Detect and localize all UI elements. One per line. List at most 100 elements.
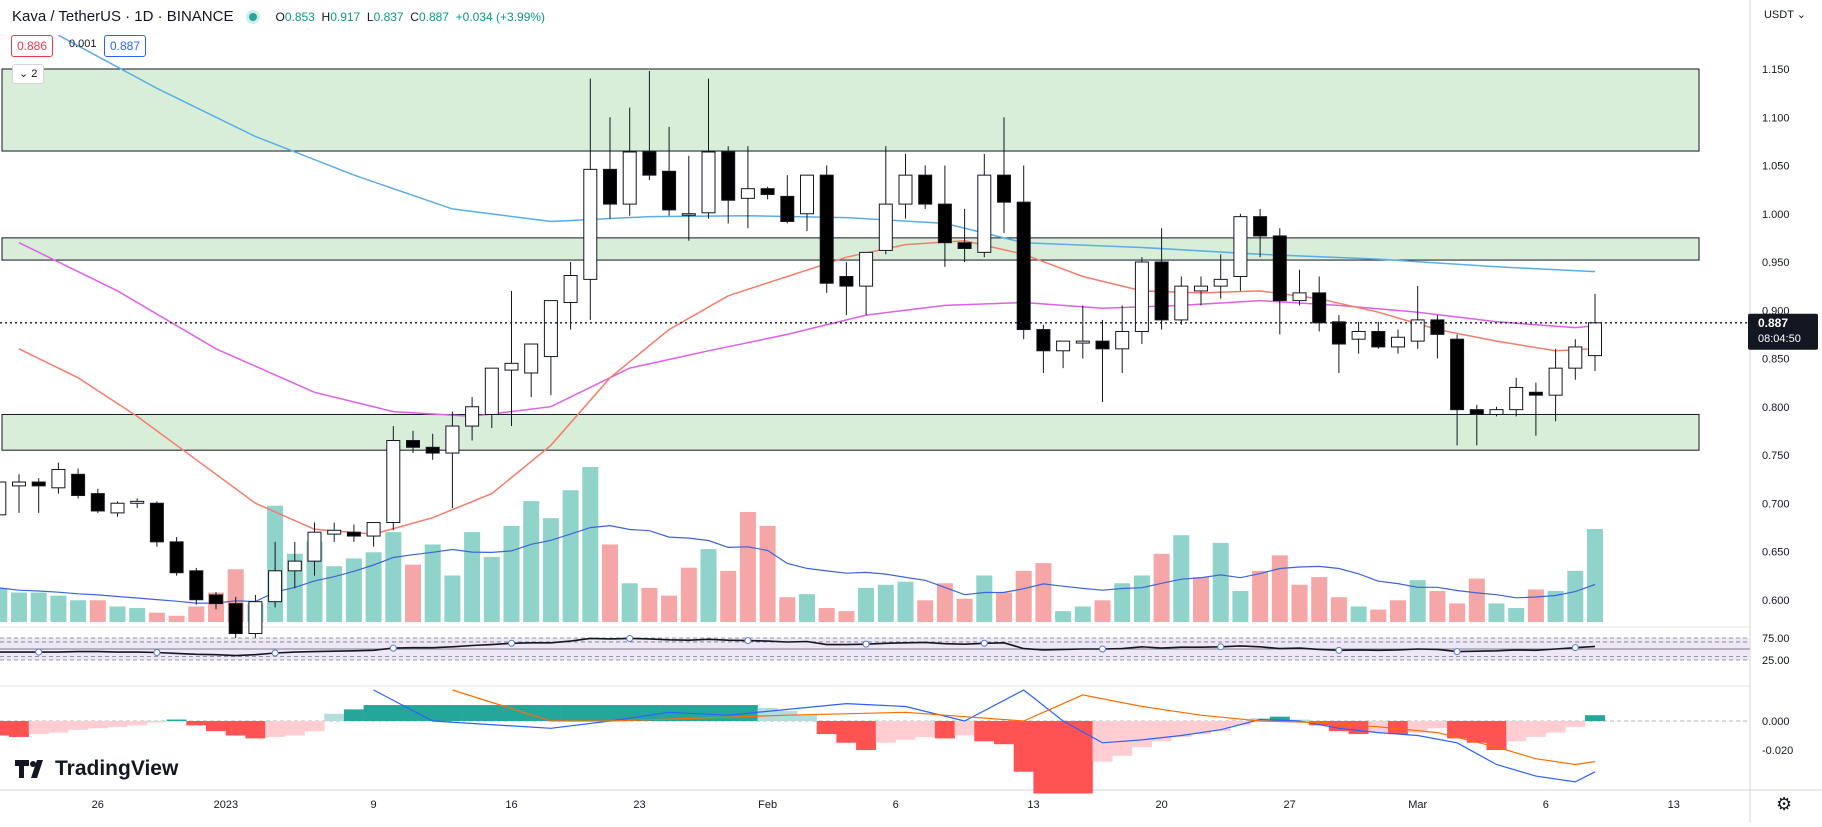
candle-down [1036,329,1051,352]
rsi-line [0,637,1596,657]
symbol-title[interactable]: Kava / TetherUS · 1D · BINANCE [12,8,234,25]
macd-histogram-bar [521,705,542,721]
currency-menu[interactable]: USDT ⌄ [1764,8,1806,21]
volume-bar [1212,542,1229,622]
volume-bar [1232,591,1249,622]
symbol-header[interactable]: Kava / TetherUS · 1D · BINANCE O0.853 H0… [12,8,545,25]
macd-histogram-bar [954,721,975,736]
candle-up [583,168,598,280]
volume-bar [1153,553,1170,622]
sell-button[interactable]: 0.886 [11,35,54,57]
volume-bar [1330,597,1347,622]
macd-histogram-bar [1131,721,1152,748]
high-value: 0.917 [330,9,361,24]
candle-down [406,440,420,448]
candle-up [484,367,499,415]
volume-bar [1567,570,1584,622]
candle-up [1588,322,1602,357]
candle-down [957,242,972,249]
macd-histogram-bar [284,721,305,736]
volume-bar [50,595,67,622]
time-tick-label: 27 [1284,799,1296,811]
volume-bar [1488,603,1505,622]
candle-up [287,560,302,572]
candle-down [780,195,795,222]
macd-histogram-bar [1466,721,1487,743]
volume-bar [365,552,382,622]
rsi-marker [862,640,870,648]
candle-up [1115,330,1130,350]
time-tick-label: 6 [1543,799,1549,811]
tradingview-icon [15,760,43,778]
rsi-marker [980,639,988,647]
market-open-icon [249,12,258,21]
volume-bar [779,597,796,622]
macd-histogram-bar [9,721,29,737]
volume-bar [1291,584,1308,622]
macd-histogram-bar [1092,721,1113,762]
macd-histogram-bar [1427,721,1448,729]
zone-rect [1,413,1700,451]
gear-icon[interactable]: ⚙ [1776,794,1793,814]
macd-histogram-bar [1328,721,1349,732]
volume-bar [1429,591,1446,622]
volume-bar [70,600,87,622]
macd-pane: 0.000 -0.020 [0,689,1793,794]
candle-up [977,174,992,253]
candle-up [1391,336,1405,348]
candle-up [110,502,125,514]
time-tick-label: 20 [1155,799,1167,811]
ma-mid-line [18,242,1596,418]
macd-histogram-bar [501,705,522,721]
candlesticks [0,70,1602,644]
indicators-toggle[interactable]: ⌄ 2 [12,64,45,84]
macd-histogram-bar [540,705,561,721]
buy-button[interactable]: 0.887 [104,35,147,57]
volume-bar [877,584,894,622]
macd-histogram-bar [28,721,49,735]
volume-bar [641,587,658,622]
ma-slow-line [58,34,1596,273]
price-axis[interactable]: 1.1501.1001.0501.0000.9500.9000.8500.800… [1762,64,1790,607]
candle-down [189,570,204,601]
macd-histogram-bar [1033,721,1054,794]
macd-histogram-bar [1289,719,1310,721]
macd-histogram-bar [915,721,936,737]
candle-down [819,174,834,284]
candle-down [90,493,105,512]
candle-up [1134,261,1149,332]
volume-bar [326,566,343,622]
macd-histogram-bar [580,705,601,721]
candle-up [800,174,814,215]
candle-down [918,174,933,205]
tradingview-logo[interactable]: TradingView [15,757,178,781]
price-tick-label: 1.000 [1762,209,1790,221]
candle-down [1331,321,1346,345]
volume-bar [897,581,914,622]
macd-histogram-bar [403,705,423,721]
time-axis[interactable]: 26 2023 9 16 23 Feb 6 13 20 27 Mar 6 13 [92,799,1680,811]
time-tick-label: 26 [92,799,104,811]
macd-histogram-bar [127,721,148,726]
macd-histogram-bar [974,721,995,742]
candle-up [524,343,539,374]
candle-up [701,151,716,214]
rsi-marker [153,649,161,657]
candle-down [209,594,223,605]
macd-histogram-bar [659,705,680,721]
candle-up [1213,278,1228,287]
candle-down [937,203,952,244]
time-tick-label: 13 [1027,799,1039,811]
volume-bar [818,608,835,622]
candle-up [543,300,558,358]
candle-up [1548,367,1563,396]
volume-bar [1547,591,1564,622]
candle-down [1469,409,1484,415]
macd-histogram-bar [1565,721,1586,727]
candle-up [1509,386,1524,411]
volume-bar [680,567,697,622]
open-value: 0.853 [284,9,315,24]
volume-bar [444,575,461,622]
candle-down [1312,292,1327,324]
